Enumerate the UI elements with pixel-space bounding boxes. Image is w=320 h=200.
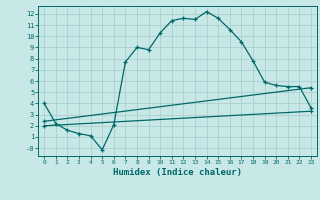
X-axis label: Humidex (Indice chaleur): Humidex (Indice chaleur) (113, 168, 242, 177)
